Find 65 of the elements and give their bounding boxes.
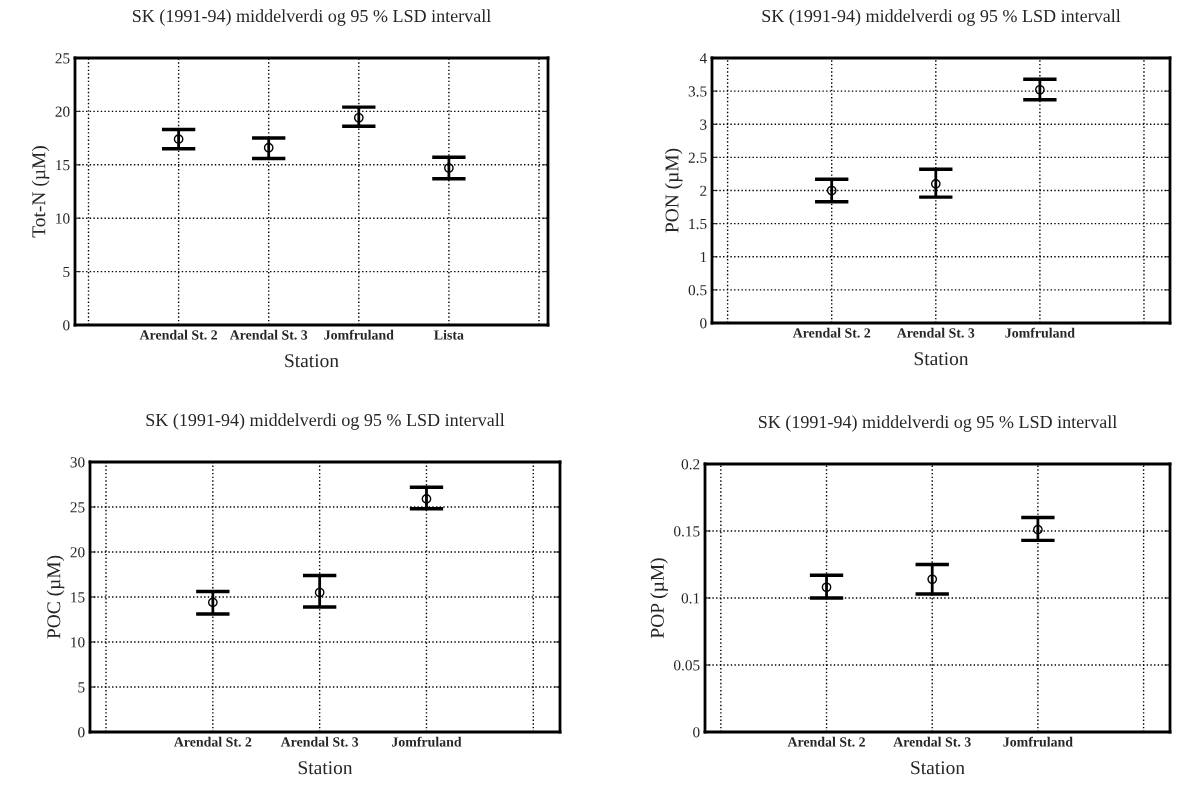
x-tick-label: Jomfruland	[391, 736, 462, 747]
x-tick-label: Arendal St. 2	[792, 327, 871, 338]
y-axis-title: POP (µM)	[650, 558, 668, 639]
y-tick-label: 20	[70, 547, 85, 558]
x-axis-title: Station	[298, 761, 353, 775]
y-tick-label: 0.05	[673, 660, 700, 671]
chart-title: SK (1991-94) middelverdi og 95 % LSD intervall	[146, 413, 505, 430]
point	[421, 494, 432, 504]
point	[826, 185, 837, 196]
chart-title: SK (1991-94) middelverdi og 95 % LSD intervall	[132, 9, 491, 26]
y-tick-label: 30	[70, 457, 85, 468]
point	[1035, 84, 1045, 95]
y-tick-label: 1.5	[689, 218, 707, 230]
chart-title: SK (1991-94) middelverdi og 95 % LSD intervall	[762, 9, 1121, 26]
x-tick-label: Jomfruland	[324, 329, 394, 340]
x-tick-label: Arendal St. 3	[280, 736, 359, 747]
y-tick-label: 2	[700, 185, 707, 196]
y-tick-label: 25	[55, 53, 70, 64]
y-tick-label: 10	[56, 213, 70, 224]
y-tick-label: 25	[70, 502, 85, 513]
x-tick-label: Arendal St. 2	[173, 736, 252, 747]
y-axis-title: PON (µM)	[664, 148, 683, 233]
y-tick-label: 15	[71, 592, 85, 603]
y-tick-label: 0.15	[673, 526, 700, 537]
point	[444, 163, 454, 173]
x-tick-label: Lista	[434, 329, 464, 340]
y-tick-label: 20	[55, 106, 70, 117]
y-tick-label: 0	[700, 318, 707, 329]
x-tick-label: Arendal St. 3	[229, 329, 308, 340]
y-tick-label: 0.5	[688, 285, 707, 296]
y-axis-title: Tot-N (µM)	[31, 146, 50, 238]
chart-title: SK (1991-94) middelverdi og 95 % LSD intervall	[758, 415, 1117, 432]
x-tick-label: Arendal St. 3	[893, 736, 971, 747]
y-tick-label: 0	[693, 727, 700, 738]
point	[314, 587, 325, 598]
y-tick-label: 3.5	[688, 86, 707, 97]
y-tick-label: 5	[78, 682, 85, 693]
point	[927, 574, 938, 585]
point	[263, 142, 274, 153]
x-axis-title: Station	[914, 352, 969, 366]
x-tick-label: Jomfruland	[1005, 327, 1075, 338]
y-tick-label: 2.5	[688, 152, 707, 163]
x-tick-label: Arendal St. 2	[787, 736, 865, 747]
y-tick-label: 4	[699, 53, 707, 64]
y-tick-label: 15	[56, 160, 70, 171]
x-axis-title: Station	[285, 354, 339, 368]
point	[353, 112, 364, 123]
y-tick-label: 10	[71, 637, 85, 648]
y-tick-label: 0.2	[681, 459, 700, 470]
y-tick-label: 1	[700, 251, 707, 263]
point	[1033, 524, 1043, 535]
point	[930, 179, 941, 189]
x-tick-label: Jomfruland	[1003, 736, 1073, 747]
y-tick-label: 0.1	[681, 593, 700, 604]
y-tick-label: 0	[63, 320, 70, 331]
y-axis-title: POC (µM)	[46, 555, 65, 639]
y-tick-label: 3	[700, 119, 707, 130]
x-tick-label: Arendal St. 2	[139, 329, 218, 340]
point	[821, 582, 832, 593]
y-tick-label: 5	[63, 266, 70, 278]
x-tick-label: Arendal St. 3	[896, 327, 975, 338]
point	[173, 134, 184, 145]
point	[207, 597, 218, 608]
y-tick-label: 0	[78, 727, 85, 738]
x-axis-title: Station	[911, 761, 965, 775]
